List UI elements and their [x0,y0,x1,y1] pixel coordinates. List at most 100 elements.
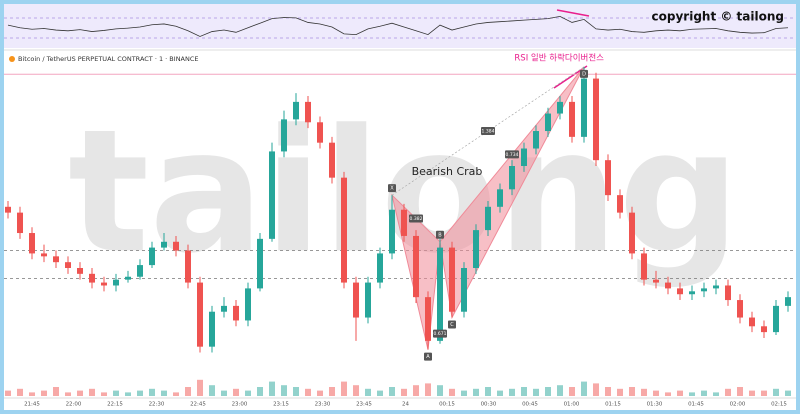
candle-body [773,305,779,333]
x-tick-label: 00:15 [439,402,455,408]
candle-body [161,241,167,248]
volume-bar [5,390,11,396]
candle-body [341,177,347,283]
x-tick-label: 21:45 [24,402,40,408]
candle-body [233,305,239,321]
volume-bar [77,390,83,396]
x-tick-label: 23:45 [356,402,372,408]
candle-body [5,206,11,213]
volume-bar [749,390,755,396]
volume-bar [41,390,47,396]
volume-bar [269,381,275,396]
candle-body [209,311,215,347]
volume-bar [245,390,251,396]
x-tick-label: 23:00 [232,402,248,408]
volume-bar [617,388,623,396]
btc-icon [9,56,15,62]
volume-bar [53,387,59,396]
x-tick-label: 01:45 [688,402,704,408]
volume-bar [497,390,503,396]
volume-bar [341,381,347,396]
candle-body [737,300,743,318]
candle-body [17,212,23,234]
ratio-badge [433,329,447,338]
volume-bar [653,390,659,396]
volume-bar [137,390,143,396]
volume-bar [233,388,239,396]
volume-bar [641,388,647,396]
volume-bar [773,388,779,396]
x-tick-label: 00:30 [481,402,497,408]
x-tick-label: 02:00 [730,402,746,408]
ratio-badge [409,214,423,223]
candle-body [653,279,659,283]
point-label: A [426,354,430,360]
volume-bar [317,390,323,396]
volume-bar [329,387,335,396]
candle-body [509,166,515,190]
candle-body [281,119,287,152]
volume-bar [101,392,107,396]
candle-body [749,317,755,327]
candle-body [65,262,71,268]
candle-body [401,209,407,236]
volume-bar [677,390,683,396]
volume-bar [185,387,191,396]
volume-bar [197,379,203,396]
point-badge [388,184,396,193]
candle-body [245,288,251,321]
candle-body [413,235,419,298]
volume-bar [437,385,443,396]
candle-body [689,291,695,295]
volume-bar [413,385,419,396]
volume-bar [473,388,479,396]
candle-body [425,297,431,341]
volume-bar [29,392,35,396]
x-tick-label: 01:15 [605,402,621,408]
rsi-divergence [556,9,590,17]
candle-body [257,238,263,289]
point-label: X [390,186,394,192]
volume-bar [17,388,23,396]
volume-bar [281,385,287,396]
candle-body [521,148,527,166]
x-tick-label: 00:45 [522,402,538,408]
volume-bar [377,390,383,396]
volume-bar [65,392,71,396]
pattern-name: Bearish Crab [412,165,483,178]
candle-body [761,326,767,333]
volume-bar [401,388,407,396]
candle-body [701,288,707,292]
candle-body [593,78,599,161]
candle-body [29,233,35,254]
volume-bar [125,392,131,396]
volume-bar [713,392,719,396]
symbol-title: Bitcoin / TetherUS PERPETUAL CONTRACT · … [18,55,199,63]
volume-bar [581,381,587,396]
candle-body [569,101,575,137]
candle-body [353,282,359,318]
volume-bar [389,387,395,396]
candle-body [389,209,395,254]
volume-bar [509,388,515,396]
volume-bar [533,388,539,396]
point-label: C [450,322,454,328]
point-badge [436,230,444,239]
candle-body [557,101,563,114]
x-tick-label: 22:00 [66,402,82,408]
candle-body [545,113,551,132]
volume-bar [449,388,455,396]
volume-bar [593,383,599,396]
ratio-label: 0.671 [434,331,447,337]
candle-body [293,101,299,120]
point-badge [424,352,432,361]
volume-bar [485,387,491,396]
volume-bar [689,392,695,396]
volume-bar [557,385,563,396]
pattern-xd [391,66,585,196]
candle-body [725,285,731,301]
ratio-badge [505,150,519,159]
volume-bar [209,385,215,396]
candle-body [581,78,587,137]
